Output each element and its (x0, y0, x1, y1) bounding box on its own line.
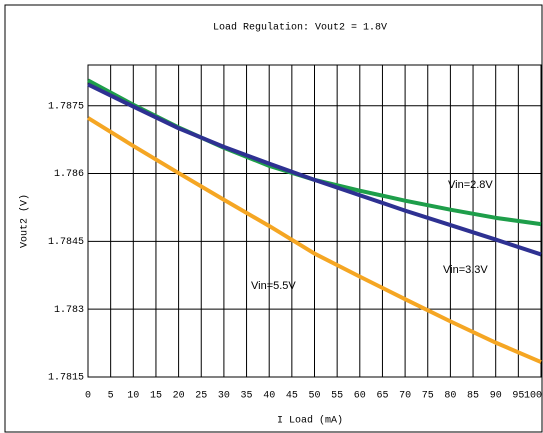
series-line (87, 82, 542, 257)
x-axis-label: I Load (mA) (277, 415, 343, 427)
series-line (86, 116, 542, 364)
x-tick-label: 100 (524, 391, 542, 402)
y-tick-label: 1.783 (54, 305, 84, 316)
x-tick-label: 85 (467, 391, 479, 402)
series-annotation: Vin=3.3V (443, 264, 488, 276)
series-annotation: Vin=5.5V (251, 280, 296, 292)
y-tick-label: 1.7875 (48, 101, 84, 112)
x-tick-label: 65 (376, 391, 388, 402)
x-tick-label: 40 (263, 391, 275, 402)
x-tick-label: 0 (85, 391, 91, 402)
x-tick-label: 5 (108, 391, 114, 402)
series-annotation: Vin=2.8V (448, 179, 493, 191)
x-tick-label: 50 (308, 391, 320, 402)
x-tick-label: 70 (399, 391, 411, 402)
x-tick-label: 35 (241, 391, 253, 402)
y-tick-label: 1.7815 (48, 373, 84, 384)
x-tick-label: 75 (422, 391, 434, 402)
x-tick-label: 20 (173, 391, 185, 402)
x-tick-label: 90 (490, 391, 502, 402)
x-tick-label: 60 (354, 391, 366, 402)
x-tick-label: 30 (218, 391, 230, 402)
x-tick-label: 45 (286, 391, 298, 402)
y-axis-label: Vout2 (V) (19, 194, 31, 248)
y-tick-label: 1.786 (54, 169, 84, 180)
x-tick-label: 95 (512, 391, 524, 402)
x-tick-label: 15 (150, 391, 162, 402)
x-tick-label: 25 (195, 391, 207, 402)
chart-title: Load Regulation: Vout2 = 1.8V (213, 22, 387, 34)
frame (4, 4, 543, 433)
y-tick-label: 1.7845 (48, 237, 84, 248)
x-tick-label: 55 (331, 391, 343, 402)
x-tick-label: 80 (444, 391, 456, 402)
x-tick-label: 10 (127, 391, 139, 402)
